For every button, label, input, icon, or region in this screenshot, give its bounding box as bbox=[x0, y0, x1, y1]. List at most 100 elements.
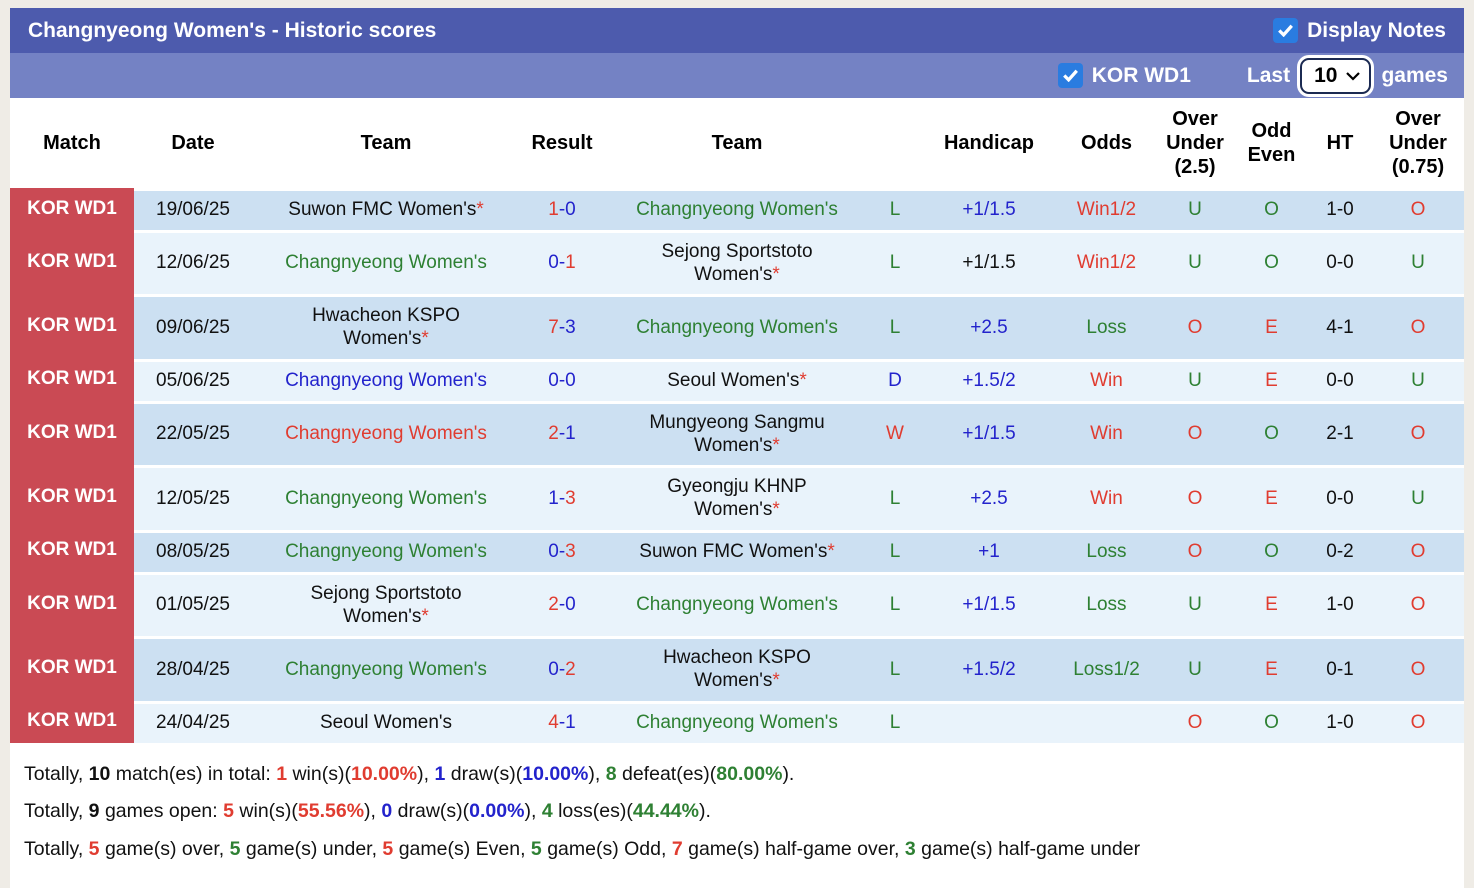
score: 1-3 bbox=[520, 465, 604, 530]
score-dash: - bbox=[558, 487, 566, 509]
odds-value bbox=[1058, 700, 1155, 743]
display-notes-toggle[interactable]: Display Notes bbox=[1273, 18, 1446, 43]
away-score: 1 bbox=[565, 423, 576, 445]
table-row: KOR WD1 05/06/25 Changnyeong Women's 0-0… bbox=[10, 358, 1464, 401]
table-row: KOR WD1 19/06/25 Suwon FMC Women's* 1-0 … bbox=[10, 188, 1464, 230]
summary-segment: 3 bbox=[904, 837, 916, 860]
away-team-name: Mungyeong Sangmu Women's bbox=[649, 411, 825, 456]
odd-even-value: O bbox=[1235, 400, 1308, 466]
historic-scores-table: Match Date Team Result Team Handicap Odd… bbox=[10, 98, 1464, 743]
summary-segment: game(s) half-game under bbox=[915, 837, 1141, 860]
over-under-075-value: U bbox=[1372, 229, 1464, 295]
filter-bar: KOR WD1 Last 10 games bbox=[10, 53, 1464, 98]
display-notes-checkbox[interactable] bbox=[1273, 18, 1299, 43]
home-score: 1 bbox=[548, 199, 559, 220]
result-letter: W bbox=[870, 400, 920, 466]
check-icon bbox=[1278, 24, 1294, 37]
over-under-075-value: U bbox=[1372, 465, 1464, 530]
summary-segment: 7 bbox=[671, 837, 683, 860]
league-badge: KOR WD1 bbox=[10, 358, 134, 401]
away-score: 2 bbox=[565, 658, 576, 680]
summary-segment: 80.00% bbox=[716, 762, 783, 785]
score: 0-1 bbox=[520, 229, 604, 295]
odd-even-value: E bbox=[1235, 465, 1308, 530]
home-team: Changnyeong Women's bbox=[252, 636, 520, 701]
summary-segment: match(es) in total: bbox=[110, 762, 277, 785]
odd-even-value: O bbox=[1235, 229, 1308, 295]
handicap-value: +1/1.5 bbox=[920, 400, 1058, 466]
match-date: 12/06/25 bbox=[134, 229, 252, 295]
match-date: 09/06/25 bbox=[134, 294, 252, 359]
score: 0-2 bbox=[520, 636, 604, 701]
result-letter: L bbox=[870, 700, 920, 743]
header-odd-even: Odd Even bbox=[1235, 98, 1308, 188]
header-over-under-075: Over Under (0.75) bbox=[1372, 98, 1464, 188]
over-under-25-value: O bbox=[1155, 400, 1235, 466]
home-team-name: Changnyeong Women's bbox=[285, 369, 487, 391]
away-team-asterisk: * bbox=[799, 369, 807, 391]
summary-segment: game(s) Odd, bbox=[541, 837, 672, 860]
away-team-asterisk: * bbox=[772, 434, 780, 456]
home-team-asterisk: * bbox=[476, 199, 484, 220]
table-row: KOR WD1 12/05/25 Changnyeong Women's 1-3… bbox=[10, 465, 1464, 530]
summary-segment: game(s) over, bbox=[99, 837, 230, 860]
handicap-value: +2.5 bbox=[920, 465, 1058, 530]
over-under-075-value: U bbox=[1372, 358, 1464, 401]
score: 0-3 bbox=[520, 529, 604, 572]
display-notes-label: Display Notes bbox=[1307, 18, 1446, 42]
match-date: 28/04/25 bbox=[134, 636, 252, 701]
summary-segment: draw(s)( bbox=[392, 800, 470, 823]
home-team-asterisk: * bbox=[421, 605, 429, 627]
summary-segment: 0.00% bbox=[469, 800, 525, 823]
away-team-asterisk: * bbox=[772, 263, 780, 285]
odd-even-value: O bbox=[1235, 700, 1308, 743]
table-row: KOR WD1 09/06/25 Hwacheon KSPO Women's* … bbox=[10, 294, 1464, 359]
over-under-075-value: O bbox=[1372, 529, 1464, 572]
handicap-value: +1.5/2 bbox=[920, 358, 1058, 401]
home-team: Hwacheon KSPO Women's* bbox=[252, 294, 520, 359]
header-team-away: Team bbox=[604, 98, 870, 188]
header-ht: HT bbox=[1308, 98, 1372, 188]
ht-score: 4-1 bbox=[1308, 294, 1372, 359]
away-team: Hwacheon KSPO Women's* bbox=[604, 636, 870, 701]
home-score: 0 bbox=[548, 658, 559, 680]
summary-segment: ), bbox=[588, 762, 606, 785]
away-team-name: Changnyeong Women's bbox=[636, 199, 838, 220]
score: 2-1 bbox=[520, 400, 604, 466]
over-under-25-value: O bbox=[1155, 700, 1235, 743]
league-badge: KOR WD1 bbox=[10, 571, 134, 637]
summary-segment: 5 bbox=[88, 837, 100, 860]
home-team-name: Changnyeong Women's bbox=[285, 423, 487, 445]
odds-value: Win bbox=[1058, 358, 1155, 401]
home-team-name: Changnyeong Women's bbox=[285, 658, 487, 680]
last-games-select[interactable]: 10 bbox=[1300, 57, 1372, 94]
away-team: Suwon FMC Women's* bbox=[604, 529, 870, 572]
summary-segment: 10.00% bbox=[522, 762, 589, 785]
home-team-name: Changnyeong Women's bbox=[285, 252, 487, 274]
odd-even-value: E bbox=[1235, 571, 1308, 637]
table-row: KOR WD1 28/04/25 Changnyeong Women's 0-2… bbox=[10, 636, 1464, 701]
away-team: Changnyeong Women's bbox=[604, 188, 870, 230]
away-team-name: Seoul Women's bbox=[667, 369, 800, 391]
league-checkbox[interactable] bbox=[1057, 63, 1083, 88]
summary-segment: 1 bbox=[434, 762, 446, 785]
odd-even-value: E bbox=[1235, 358, 1308, 401]
handicap-value: +1/1.5 bbox=[920, 188, 1058, 230]
league-filter-toggle[interactable]: KOR WD1 bbox=[1057, 63, 1191, 88]
summary-segment: Totally, bbox=[24, 800, 89, 823]
away-score: 0 bbox=[565, 199, 576, 220]
result-letter: L bbox=[870, 188, 920, 230]
away-team-asterisk: * bbox=[772, 670, 780, 692]
summary-segment: 10 bbox=[88, 762, 111, 785]
ht-score: 0-0 bbox=[1308, 229, 1372, 295]
summary-segment: 4 bbox=[541, 800, 553, 823]
summary-segment: 5 bbox=[223, 800, 234, 823]
league-badge: KOR WD1 bbox=[10, 294, 134, 359]
summary-segment: draw(s)( bbox=[445, 762, 523, 785]
home-team: Suwon FMC Women's* bbox=[252, 188, 520, 230]
league-filter-label: KOR WD1 bbox=[1091, 63, 1191, 87]
home-team: Changnyeong Women's bbox=[252, 529, 520, 572]
last-games-value: 10 bbox=[1314, 63, 1338, 87]
home-team: Changnyeong Women's bbox=[252, 465, 520, 530]
page-title: Changnyeong Women's - Historic scores bbox=[28, 18, 437, 42]
